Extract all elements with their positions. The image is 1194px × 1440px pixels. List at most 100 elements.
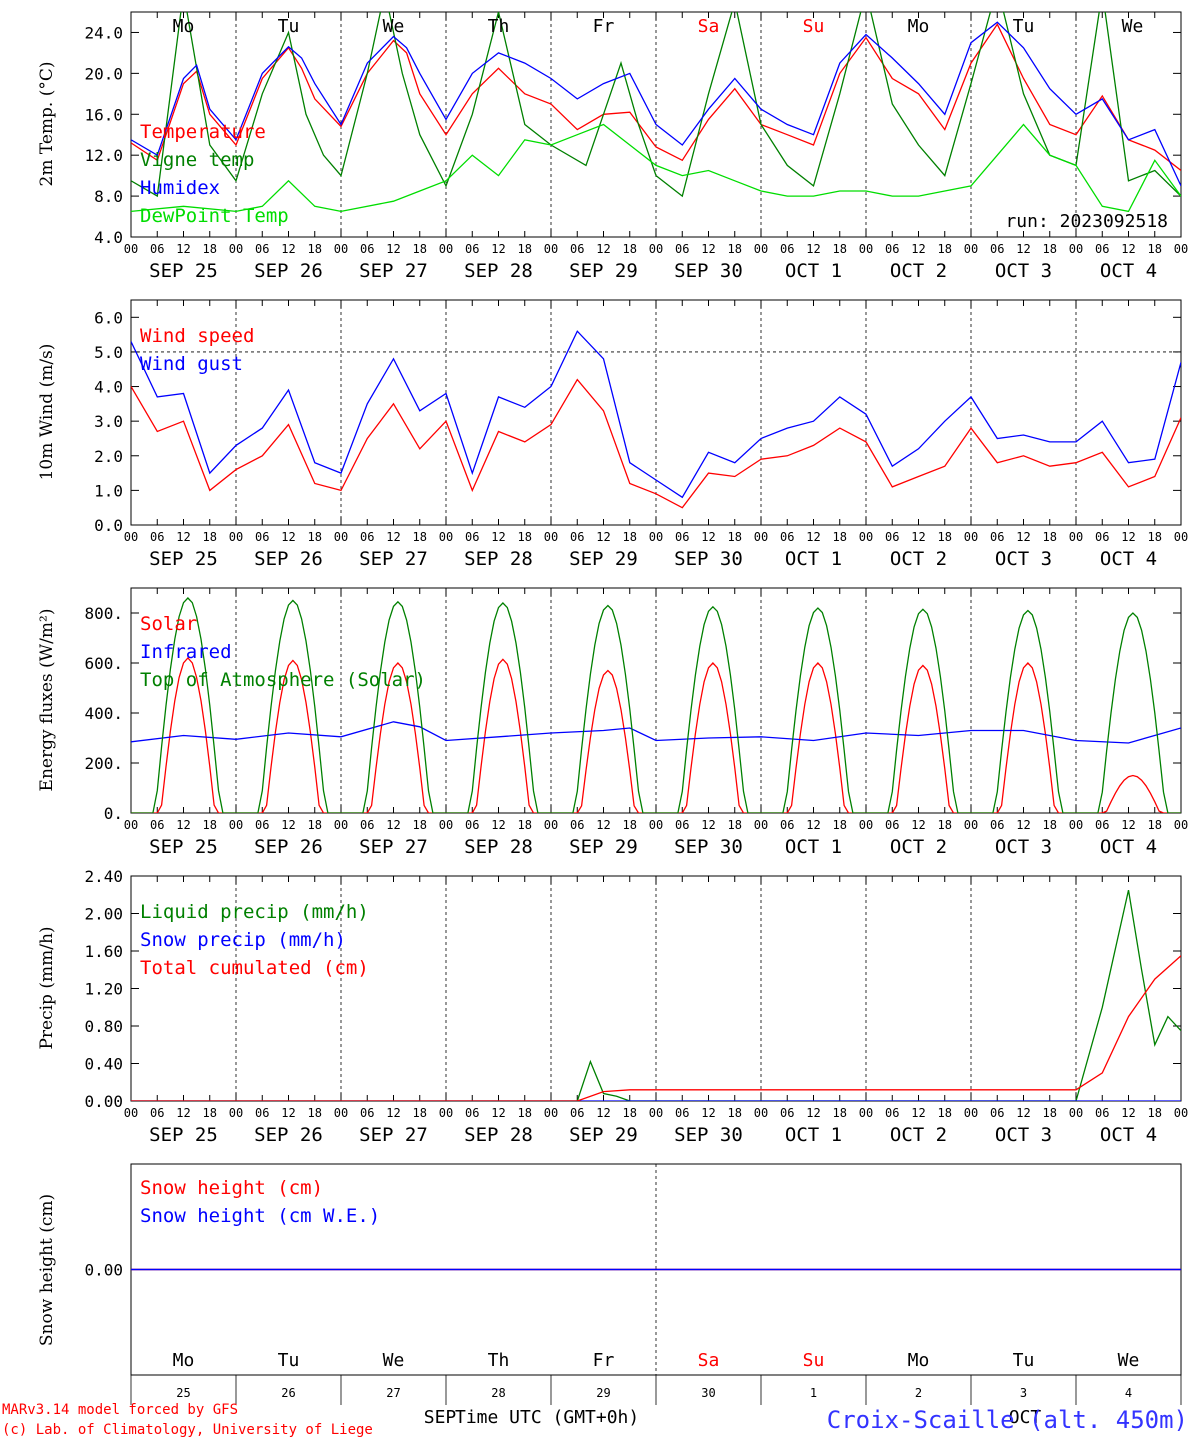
hour-tick-label: 00: [649, 242, 663, 256]
series-line-2-2: [131, 330, 1181, 499]
hour-tick-label: 06: [150, 1106, 164, 1120]
hour-tick-label: 18: [938, 530, 952, 544]
hour-tick-label: 18: [623, 1106, 637, 1120]
date-label: OCT 1: [785, 1124, 842, 1146]
hour-tick-label: 18: [413, 242, 427, 256]
hour-tick-label: 12: [1121, 818, 1135, 832]
date-label: OCT 3: [995, 836, 1052, 858]
hour-tick-label: 12: [176, 242, 190, 256]
date-label: SEP 28: [464, 548, 533, 570]
day-number-label: 30: [701, 1386, 715, 1400]
credit-line-1: MARv3.14 model forced by GFS: [2, 1402, 238, 1418]
hour-tick-label: 00: [124, 530, 138, 544]
hour-tick-label: 00: [544, 530, 558, 544]
day-number-label: 29: [596, 1386, 610, 1400]
legend-entry: Wind speed: [140, 325, 254, 347]
date-label: SEP 26: [254, 836, 323, 858]
hour-tick-label: 06: [255, 530, 269, 544]
hour-tick-label: 00: [649, 1106, 663, 1120]
y-tick-label: 4.0: [94, 378, 123, 397]
hour-tick-label: 18: [833, 530, 847, 544]
hour-tick-label: 06: [1095, 818, 1109, 832]
hour-tick-label: 12: [386, 242, 400, 256]
hour-tick-label: 12: [386, 1106, 400, 1120]
hour-tick-label: 18: [518, 1106, 532, 1120]
day-number-label: 2: [915, 1386, 922, 1400]
date-label: SEP 29: [569, 260, 638, 282]
hour-tick-label: 18: [938, 818, 952, 832]
hour-tick-label: 00: [1174, 818, 1188, 832]
hour-tick-label: 18: [1148, 1106, 1162, 1120]
date-label: SEP 27: [359, 836, 428, 858]
y-axis-label: 2m Temp. (°C): [37, 61, 57, 186]
day-name-label: Fr: [593, 1350, 615, 1371]
hour-tick-label: 12: [701, 1106, 715, 1120]
legend-entry: Snow height (cm W.E.): [140, 1205, 380, 1227]
day-name-label: Sa: [698, 16, 720, 37]
hour-tick-label: 18: [518, 242, 532, 256]
y-tick-label: 1.0: [94, 481, 123, 500]
day-name-label: We: [1118, 1350, 1140, 1371]
hour-tick-label: 18: [833, 818, 847, 832]
date-label: SEP 30: [674, 548, 743, 570]
hour-tick-label: 12: [1016, 530, 1030, 544]
hour-tick-label: 12: [386, 818, 400, 832]
hour-tick-label: 12: [176, 818, 190, 832]
y-tick-label: 0.: [104, 804, 123, 823]
panel-1: 00 06 12 18 00 06 12 18 00 06 12 18 00 06 12 18 00 06 12 18…: [37, 11, 1188, 282]
day-name-label: Tu: [1013, 16, 1035, 37]
y-tick-label: 3.0: [94, 412, 123, 431]
hour-tick-label: 00: [859, 1106, 873, 1120]
hour-tick-label: 12: [701, 818, 715, 832]
day-name-label: Mo: [173, 16, 195, 37]
date-label: OCT 1: [785, 548, 842, 570]
day-name-label: Sa: [698, 1350, 720, 1371]
hour-tick-label: 12: [176, 530, 190, 544]
day-name-label: Tu: [278, 16, 300, 37]
legend-entry: Snow height (cm): [140, 1177, 323, 1199]
hour-tick-label: 18: [623, 242, 637, 256]
legend-entry: Vigne temp: [140, 149, 254, 171]
hour-tick-label: 18: [1043, 242, 1057, 256]
day-name-label: Su: [803, 1350, 825, 1371]
day-name-label: Th: [488, 1350, 510, 1371]
hour-tick-label: 00: [754, 818, 768, 832]
panel-4: 00 06 12 18 00 06 12 18 00 06 12 18 00 06 12 18 00 06 12 18…: [37, 867, 1188, 1146]
hour-tick-label: 06: [360, 1106, 374, 1120]
y-tick-label: 1.60: [84, 942, 123, 961]
hour-tick-label: 18: [728, 1106, 742, 1120]
y-tick-label: 12.0: [84, 146, 123, 165]
date-label: SEP 28: [464, 836, 533, 858]
y-tick-label: 200.: [84, 754, 123, 773]
day-name-label: Tu: [278, 1350, 300, 1371]
day-number-label: 27: [386, 1386, 400, 1400]
hour-tick-label: 00: [859, 818, 873, 832]
hour-tick-label: 12: [281, 818, 295, 832]
day-name-label: We: [383, 16, 405, 37]
y-tick-label: 20.0: [84, 64, 123, 83]
hour-tick-label: 12: [911, 530, 925, 544]
y-axis-label: 10m Wind (m/s): [37, 344, 57, 481]
hour-tick-label: 00: [1069, 818, 1083, 832]
series-line-2-1: [131, 378, 1181, 509]
hour-tick-label: 00: [754, 242, 768, 256]
hour-tick-label: 12: [281, 530, 295, 544]
hour-tick-label: 06: [1095, 1106, 1109, 1120]
y-tick-label: 0.0: [94, 516, 123, 535]
day-number-label: 3: [1020, 1386, 1027, 1400]
legend-entry: Total cumulated (cm): [140, 957, 369, 979]
hour-tick-label: 12: [386, 530, 400, 544]
hour-tick-label: 12: [911, 818, 925, 832]
y-axis-label: Energy fluxes (W/m²): [37, 609, 57, 792]
date-label: SEP 25: [149, 260, 218, 282]
date-label: OCT 4: [1100, 260, 1157, 282]
hour-tick-label: 06: [990, 530, 1004, 544]
hour-tick-label: 18: [623, 818, 637, 832]
hour-tick-label: 12: [911, 1106, 925, 1120]
hour-tick-label: 00: [1069, 242, 1083, 256]
plot-frame: [130, 299, 1182, 526]
hour-tick-label: 12: [281, 1106, 295, 1120]
series-line-3-2: [131, 721, 1181, 744]
hour-tick-label: 12: [176, 1106, 190, 1120]
hour-tick-label: 06: [465, 818, 479, 832]
